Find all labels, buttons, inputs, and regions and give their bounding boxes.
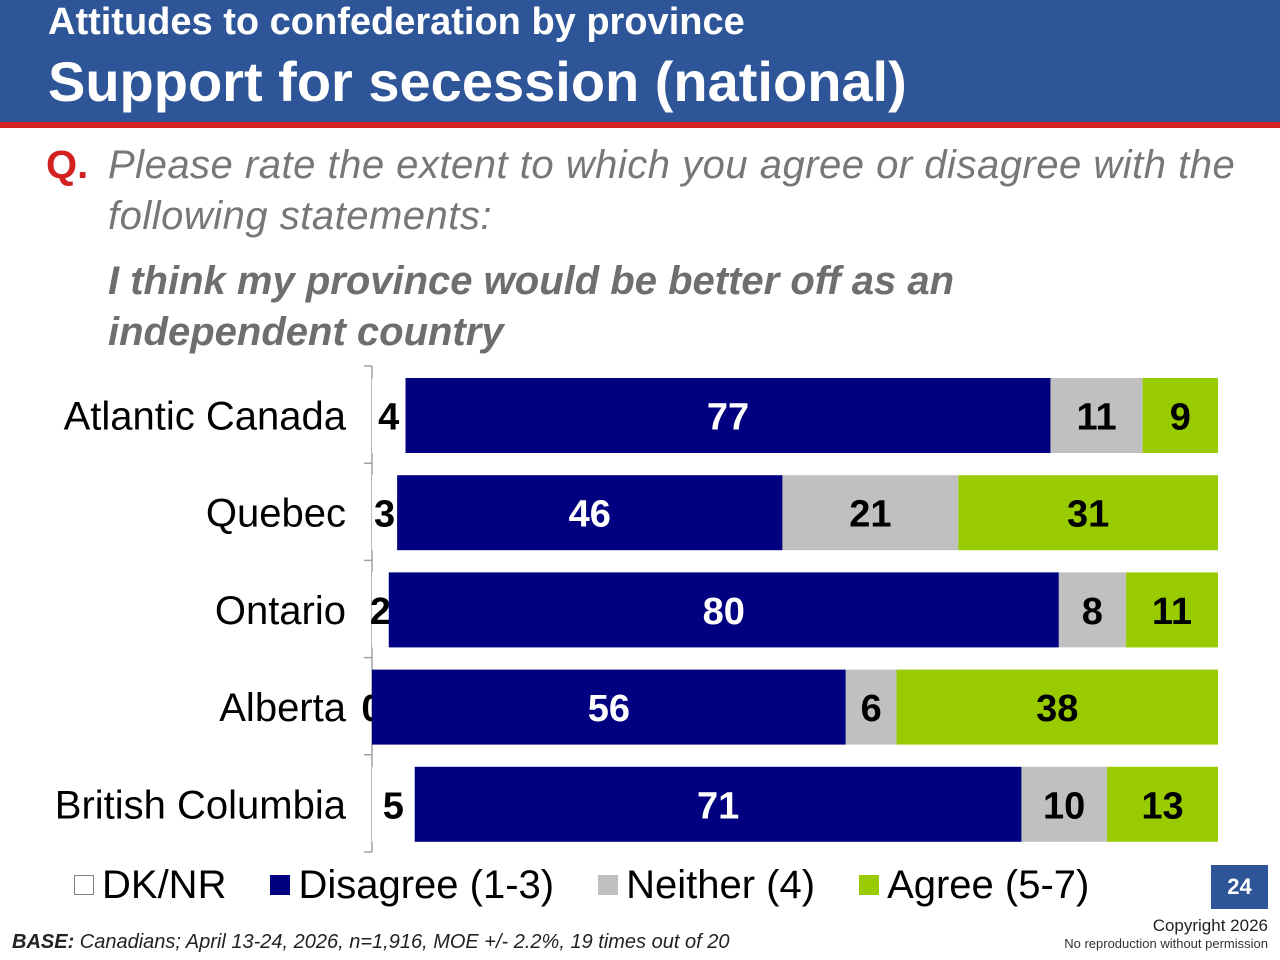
- chart-legend: DK/NR Disagree (1-3) Neither (4) Agree (…: [74, 860, 1133, 910]
- data-label-neither-4: 11: [1076, 397, 1116, 439]
- category-label-atlantic-canada: Atlantic Canada: [64, 395, 347, 439]
- legend-swatch-dknr: [74, 875, 94, 895]
- bar-segment-disagree-1-3: [372, 669, 846, 745]
- page-number: 24: [1211, 865, 1268, 909]
- category-label-alberta: Alberta: [219, 686, 346, 730]
- data-label-agree-5-7: 38: [1036, 688, 1078, 730]
- legend-swatch-agree: [859, 875, 880, 895]
- question-statement: I think my province would be better off …: [108, 259, 955, 354]
- bar-segment-neither-4: [845, 669, 897, 745]
- data-label-neither-4: 8: [1082, 591, 1103, 633]
- legend-label-agree: Agree (5-7): [887, 863, 1090, 907]
- data-label-agree-5-7: 9: [1170, 397, 1191, 439]
- data-label-agree-5-7: 11: [1152, 591, 1192, 633]
- no-reproduction-text: No reproduction without permission: [1064, 936, 1268, 951]
- base-label: BASE:: [12, 931, 75, 953]
- legend-swatch-neither: [598, 875, 619, 895]
- bar-segment-disagree-1-3: [388, 572, 1059, 648]
- bar-segment-neither-4: [1021, 766, 1107, 842]
- bar-segment-neither-4: [1050, 378, 1143, 453]
- base-note: BASE: Canadians; April 13-24, 2026, n=1,…: [12, 930, 729, 954]
- bar-segment-neither-4: [782, 475, 959, 551]
- slide-title: Attitudes to confederation by province: [48, 1, 745, 43]
- legend-item-dknr: DK/NR: [74, 861, 226, 909]
- bar-segment-dk-nr: [372, 378, 406, 453]
- slide-subtitle: Support for secession (national): [48, 50, 907, 113]
- data-label-neither-4: 6: [861, 688, 882, 730]
- copyright-text: Copyright 2026: [1152, 916, 1268, 935]
- bar-segment-agree-5-7: [958, 475, 1218, 551]
- bar-segment-dk-nr: [372, 766, 415, 842]
- data-label-disagree-1-3: 56: [588, 688, 630, 730]
- bar-segment-neither-4: [1058, 572, 1126, 648]
- bar-segment-disagree-1-3: [405, 378, 1051, 453]
- data-label-dk-nr: 5: [383, 785, 404, 827]
- category-label-british-columbia: British Columbia: [55, 783, 347, 827]
- bar-segment-dk-nr: [372, 572, 389, 648]
- bar-segment-agree-5-7: [1125, 572, 1218, 648]
- title-divider: [0, 122, 1280, 128]
- title-banner: [0, 0, 1280, 122]
- data-label-dk-nr: 2: [370, 591, 391, 633]
- legend-swatch-disagree: [270, 875, 291, 895]
- legend-item-agree: Agree (5-7): [859, 861, 1089, 909]
- legend-item-disagree: Disagree (1-3): [270, 861, 554, 909]
- bar-segment-disagree-1-3: [414, 766, 1022, 842]
- data-label-dk-nr: 3: [374, 494, 395, 536]
- data-label-disagree-1-3: 80: [703, 591, 745, 633]
- data-label-agree-5-7: 13: [1141, 785, 1183, 827]
- legend-label-disagree: Disagree (1-3): [298, 863, 555, 907]
- legend-label-dknr: DK/NR: [102, 863, 227, 907]
- bar-segment-agree-5-7: [1142, 378, 1218, 453]
- bar-segment-dk-nr: [372, 475, 398, 551]
- question-text: Please rate the extent to which you agre…: [108, 143, 1236, 238]
- legend-item-neither: Neither (4): [598, 861, 815, 909]
- data-label-disagree-1-3: 71: [697, 785, 739, 827]
- base-text: Canadians; April 13-24, 2026, n=1,916, M…: [74, 931, 730, 953]
- data-label-agree-5-7: 31: [1067, 494, 1109, 536]
- legend-label-neither: Neither (4): [626, 863, 816, 907]
- bar-segment-agree-5-7: [896, 669, 1218, 745]
- bar-segment-agree-5-7: [1106, 766, 1218, 842]
- data-label-dk-nr: 4: [378, 397, 399, 439]
- question-marker: Q.: [46, 143, 89, 187]
- data-label-disagree-1-3: 77: [707, 397, 749, 439]
- data-label-neither-4: 21: [849, 494, 891, 536]
- bar-segment-disagree-1-3: [397, 475, 783, 551]
- data-label-neither-4: 10: [1043, 785, 1085, 827]
- category-label-quebec: Quebec: [206, 492, 346, 536]
- category-label-ontario: Ontario: [215, 589, 346, 633]
- data-label-disagree-1-3: 46: [569, 494, 611, 536]
